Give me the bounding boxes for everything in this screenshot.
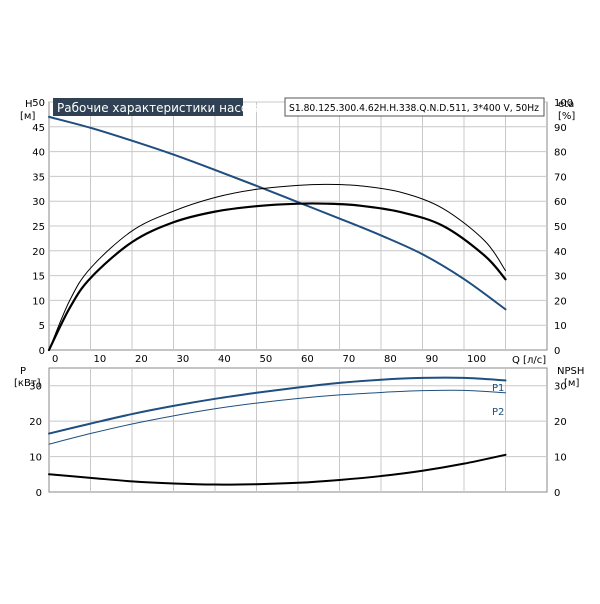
- y-left-tick-label: 20: [32, 247, 45, 258]
- y-right-tick-label: 20: [554, 296, 567, 307]
- bottom-tick-labels: 0 10 20 30 0 10 20 30: [29, 382, 566, 499]
- npsh-axis-unit: [м]: [564, 378, 579, 389]
- y-left-tick-label: 5: [39, 321, 45, 332]
- y-right-tick-label: 60: [554, 197, 567, 208]
- title-box: [53, 98, 243, 116]
- p-axis-unit: [кВт]: [14, 378, 41, 389]
- chart-subtitle: S1.80.125.300.4.62H.H.338.Q.N.D.511, 3*4…: [289, 103, 539, 114]
- y-right-tick-label: 80: [554, 148, 567, 159]
- y-left-tick-label: 50: [32, 98, 45, 109]
- x-tick-label: 70: [343, 354, 356, 365]
- chart-title: Рабочие характеристики насоса: [57, 101, 262, 115]
- y-right-axis-name: eta: [558, 99, 574, 110]
- y-left-axis-name: H: [25, 99, 33, 110]
- y-left-tick-label: 0: [39, 346, 45, 357]
- x-tick-label: 0: [52, 354, 58, 365]
- npsh-tick-label: 10: [554, 453, 567, 464]
- x-tick-label: 20: [135, 354, 148, 365]
- p-tick-label: 0: [36, 488, 42, 499]
- x-tick-label: 30: [177, 354, 190, 365]
- p-axis-name: P: [20, 366, 26, 377]
- y-left-tick-label: 45: [32, 123, 45, 134]
- y-left-tick-label: 10: [32, 296, 45, 307]
- y-left-axis-unit: [м]: [20, 111, 35, 122]
- x-tick-label: 10: [94, 354, 107, 365]
- y-left-tick-label: 15: [32, 272, 45, 283]
- y-left-tick-label: 25: [32, 222, 45, 233]
- y-right-tick-label: 70: [554, 172, 567, 183]
- y-left-tick-label: 40: [32, 148, 45, 159]
- subtitle-box: [284, 97, 545, 117]
- x-tick-label: 100: [467, 354, 486, 365]
- efficiency-curve-thin: [48, 183, 506, 351]
- y-right-tick-label: 30: [554, 272, 567, 283]
- npsh-tick-label: 0: [554, 488, 560, 499]
- p-tick-label: 30: [29, 382, 42, 393]
- x-tick-label: 50: [260, 354, 273, 365]
- y-left-tick-label: 30: [32, 197, 45, 208]
- x-tick-label: 60: [301, 354, 314, 365]
- y-right-tick-label: 40: [554, 247, 567, 258]
- power-p1-curve: [48, 376, 507, 435]
- y-right-axis-unit: [%]: [558, 111, 575, 122]
- y-right-tick-label: 100: [554, 98, 573, 109]
- x-tick-label: 40: [218, 354, 231, 365]
- power-p2-curve: [48, 389, 506, 445]
- bottom-series: [48, 376, 507, 486]
- y-right-tick-label: 90: [554, 123, 567, 134]
- top-tick-labels: 0 10 20 30 40 50 60 70 80 90 100051015202530354045…: [32, 98, 573, 365]
- series-label-p2: P2: [492, 407, 504, 418]
- p-tick-label: 10: [29, 453, 42, 464]
- head-curve: [48, 115, 507, 311]
- x-tick-label: 90: [426, 354, 439, 365]
- npsh-tick-label: 20: [554, 417, 567, 428]
- y-right-tick-label: 0: [554, 346, 560, 357]
- x-axis-label: Q [л/с]: [512, 355, 546, 366]
- top-series: [47, 115, 507, 352]
- efficiency-curve-thick: [47, 202, 507, 352]
- y-left-tick-label: 35: [32, 172, 45, 183]
- y-right-tick-label: 10: [554, 321, 567, 332]
- npsh-curve: [48, 453, 507, 486]
- top-grid: [49, 101, 547, 350]
- series-label-p1: P1: [492, 383, 504, 394]
- y-right-tick-label: 50: [554, 222, 567, 233]
- npsh-tick-label: 30: [554, 382, 567, 393]
- npsh-axis-name: NPSH: [557, 366, 584, 377]
- x-tick-label: 80: [384, 354, 397, 365]
- p-tick-label: 20: [29, 417, 42, 428]
